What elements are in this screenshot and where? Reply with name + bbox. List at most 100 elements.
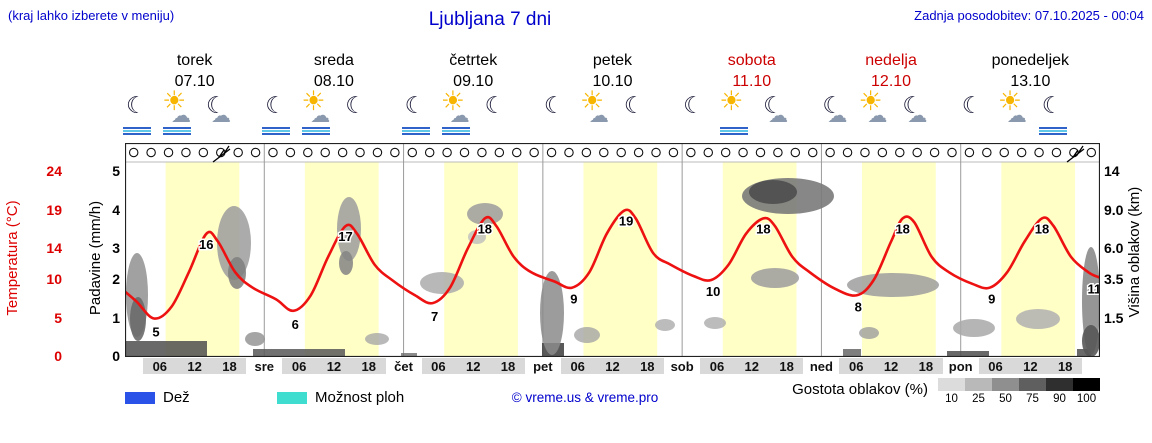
day-name: petek bbox=[592, 52, 633, 69]
cloud-blob bbox=[847, 273, 939, 297]
precipitation-tick: 2 bbox=[112, 271, 120, 287]
cloud-cover-symbol bbox=[807, 147, 818, 158]
precipitation-tick: 5 bbox=[112, 163, 120, 180]
temperature-value-label: 16 bbox=[199, 237, 213, 252]
cloud-density-value: 75 bbox=[1026, 393, 1039, 405]
x-axis-hour-label: 06 bbox=[152, 359, 168, 374]
cloud-blob bbox=[245, 332, 265, 346]
fog-stripes bbox=[720, 127, 749, 136]
sun-cloud-icon: ☀ ☁ bbox=[575, 86, 615, 138]
cloud-cover-symbol bbox=[790, 147, 801, 158]
cloud-blob bbox=[337, 197, 361, 261]
cloud-density-value: 90 bbox=[1053, 393, 1066, 405]
location-hint: (kraj lahko izberete v meniju) bbox=[8, 8, 175, 23]
sun-glyph: ☀ bbox=[301, 86, 326, 116]
temperature-value-label: 9 bbox=[988, 292, 995, 307]
day-header: sobota 11.10 bbox=[682, 50, 821, 92]
low-cloud-bar bbox=[401, 353, 417, 357]
x-axis-day-abbrev: sre bbox=[254, 359, 275, 374]
cloud-cover-symbol bbox=[390, 147, 400, 158]
cloud-height-tick: 9.0 bbox=[1104, 201, 1124, 218]
precipitation-tick: 0 bbox=[112, 348, 120, 364]
cloud-cover-symbol bbox=[964, 147, 975, 158]
day-date: 08.10 bbox=[313, 73, 354, 90]
cloud-cover-symbol bbox=[285, 147, 296, 158]
x-axis-day-abbrev: čet bbox=[394, 359, 413, 374]
x-axis-day-band bbox=[978, 358, 1082, 374]
meteogram-plot-svg: 5 16 6 17 7 18 9 19 10 18 8 18 9 18 11 bbox=[125, 143, 1100, 357]
temperature-value-label: 17 bbox=[338, 229, 352, 244]
wind-barb-path bbox=[1066, 145, 1085, 163]
precipitation-tick: 3 bbox=[112, 240, 120, 257]
cloud-cover-symbol bbox=[825, 147, 835, 158]
day-header: petek 10.10 bbox=[543, 50, 682, 92]
day-header: sreda 08.10 bbox=[264, 50, 403, 92]
temperature-value-label: 18 bbox=[756, 221, 770, 236]
cloud-height-tick: 6.0 bbox=[1104, 240, 1124, 257]
x-axis-day-abbrev: pon bbox=[948, 359, 973, 374]
cloud-blob bbox=[751, 268, 799, 288]
cloud-glyph: ☁ bbox=[827, 105, 848, 127]
temperature-value-label: 6 bbox=[292, 317, 299, 332]
day-header: četrtek 09.10 bbox=[404, 50, 543, 92]
temperature-axis-label: Temperatura (°C) bbox=[4, 200, 21, 316]
moon-glyph: ☾ bbox=[902, 92, 924, 118]
temperature-curve bbox=[125, 208, 1100, 320]
rain-legend-swatch bbox=[125, 392, 155, 404]
day-date: 12.10 bbox=[871, 73, 912, 90]
cloud-cover-symbol bbox=[999, 147, 1009, 158]
cloud-cover-symbol bbox=[303, 147, 313, 158]
x-axis-hour-label: 12 bbox=[326, 359, 342, 374]
cloud-cover-symbol bbox=[703, 147, 714, 158]
low-cloud-bar bbox=[125, 341, 207, 357]
day-date: 09.10 bbox=[453, 73, 494, 90]
cloud-cover-symbol bbox=[198, 147, 209, 158]
x-axis-day-band bbox=[143, 358, 247, 374]
fog-stripe bbox=[302, 127, 331, 129]
sun-cloud-icon: ☀ ☁ bbox=[853, 86, 893, 138]
moon-icon: ☾ bbox=[953, 92, 993, 138]
sun-cloud-icon: ☀ ☁ bbox=[993, 86, 1033, 138]
x-axis-hour-label: 12 bbox=[465, 359, 481, 374]
cloud-cover-symbol bbox=[337, 147, 348, 158]
moon-icon: ☾ bbox=[674, 92, 714, 138]
fog-stripe bbox=[123, 127, 151, 129]
cloud-cover-symbol bbox=[181, 147, 191, 158]
cloud-cover-symbol bbox=[982, 147, 992, 158]
x-axis-hour-label: 12 bbox=[883, 359, 899, 374]
sun-glyph: ☀ bbox=[719, 86, 744, 116]
fog-stripe bbox=[441, 133, 470, 135]
temperature-tick: 24 bbox=[46, 163, 62, 180]
moon-glyph: ☾ bbox=[484, 92, 506, 118]
day-name: sreda bbox=[313, 52, 354, 69]
temperature-tick: 19 bbox=[46, 201, 62, 218]
cloud-blob bbox=[339, 251, 353, 275]
fog-stripe bbox=[123, 130, 151, 132]
x-axis-hour-label: 06 bbox=[291, 359, 307, 374]
precipitation-tick: 4 bbox=[112, 201, 120, 218]
fog-stripes bbox=[1038, 127, 1067, 136]
cloud-height-tick: 14 bbox=[1104, 163, 1120, 180]
cloud-cover-symbol bbox=[912, 147, 922, 158]
moon-glyph: ☾ bbox=[126, 92, 147, 118]
cloud-cover-symbol bbox=[233, 147, 243, 158]
cloud-blob bbox=[540, 271, 564, 355]
cloud-cover-symbol bbox=[877, 147, 888, 158]
fog-stripes bbox=[401, 127, 430, 136]
cloud-cover-symbol bbox=[686, 147, 696, 158]
cloud-glyph: ☁ bbox=[1006, 105, 1027, 127]
cloud-cover-symbol bbox=[755, 147, 766, 158]
moon-icon: ☾ bbox=[336, 92, 376, 138]
sun-glyph: ☀ bbox=[162, 86, 187, 116]
rain-legend-label: Dež bbox=[163, 389, 190, 406]
cloud-cover-symbol bbox=[564, 147, 574, 158]
showers-legend-swatch bbox=[277, 392, 307, 404]
wind-barb-icon bbox=[1066, 145, 1085, 163]
sun-glyph: ☀ bbox=[997, 86, 1022, 116]
day-name: četrtek bbox=[449, 52, 498, 69]
cloud-height-tick: 1.5 bbox=[1104, 309, 1124, 326]
cloud-cover-symbol bbox=[929, 147, 940, 158]
low-cloud-bar bbox=[843, 349, 861, 357]
copyright-link[interactable]: © vreme.us & vreme.pro bbox=[511, 390, 659, 405]
fog-stripe bbox=[720, 127, 749, 129]
